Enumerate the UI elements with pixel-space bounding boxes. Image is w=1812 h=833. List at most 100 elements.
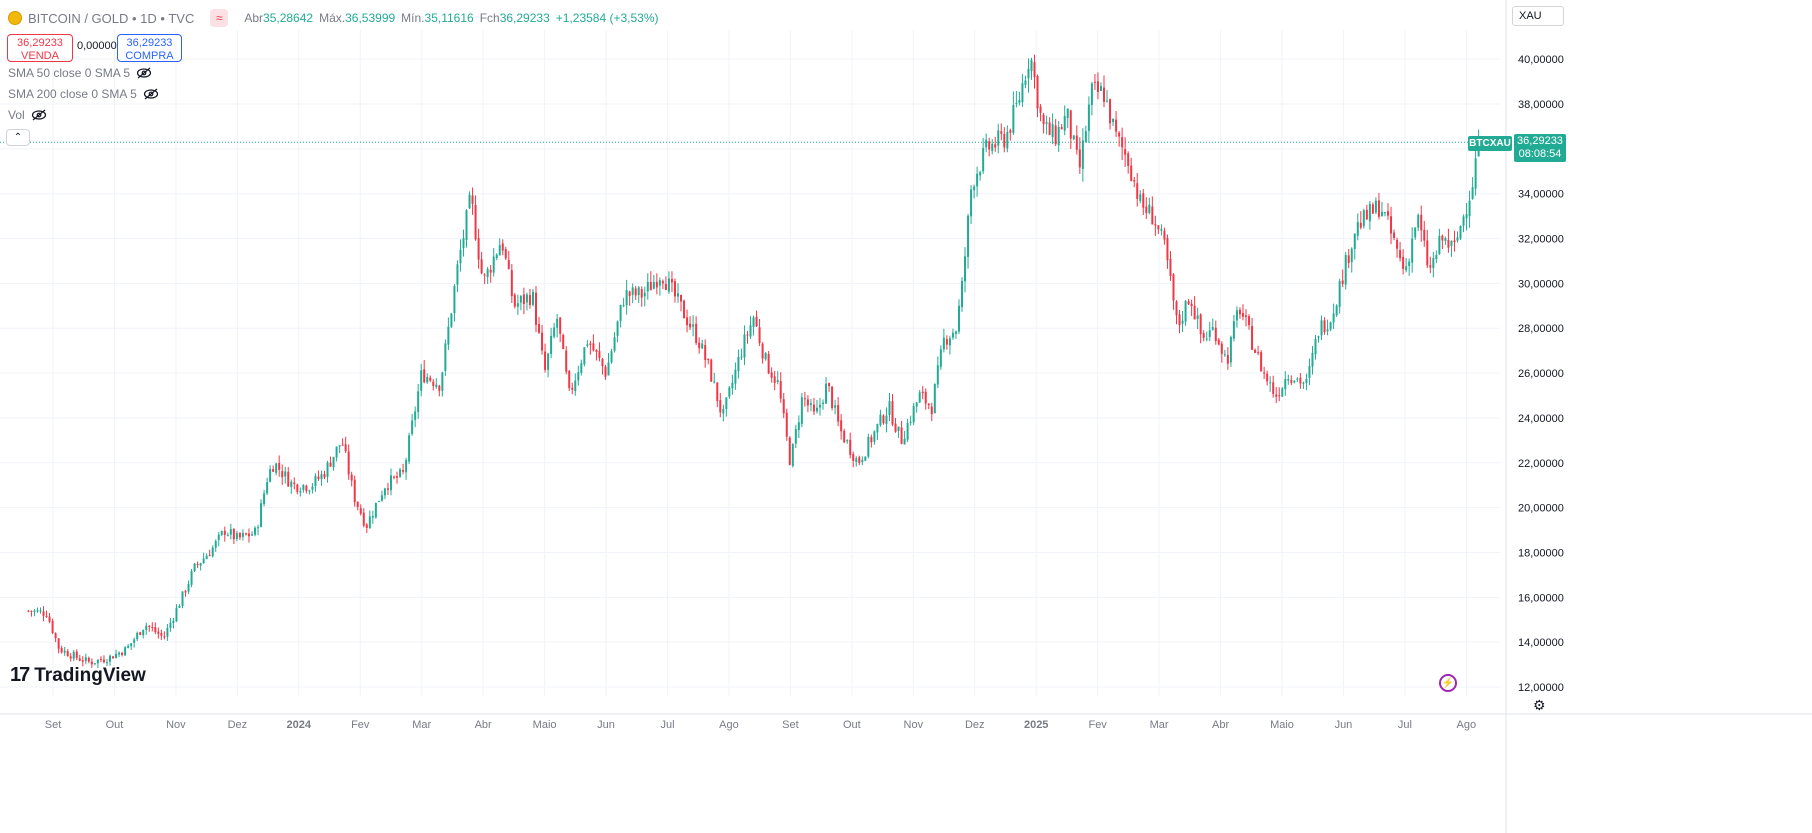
candle[interactable] [664,276,667,291]
candle[interactable] [281,464,284,485]
candle[interactable] [1175,300,1178,325]
candle[interactable] [1432,251,1435,278]
candle[interactable] [290,479,293,495]
candle[interactable] [1284,371,1287,396]
candle[interactable] [489,264,492,283]
candle[interactable] [1368,200,1371,230]
candle[interactable] [308,489,311,495]
candle[interactable] [553,322,556,339]
candle[interactable] [891,394,894,427]
candle[interactable] [1293,380,1296,384]
candle[interactable] [220,530,223,537]
candle[interactable] [48,613,51,624]
indicator-vol[interactable]: Vol [8,108,47,122]
candle[interactable] [743,325,746,366]
candle[interactable] [1350,247,1353,273]
candle[interactable] [698,337,701,354]
candle[interactable] [269,465,272,483]
candle[interactable] [776,371,779,385]
candle[interactable] [323,470,326,480]
candle[interactable] [528,288,531,309]
candle[interactable] [1435,250,1438,264]
candle[interactable] [1450,240,1453,257]
candle[interactable] [108,654,111,666]
candle[interactable] [90,658,93,668]
candle[interactable] [435,378,438,389]
candle[interactable] [447,317,450,351]
candle[interactable] [806,395,809,413]
candle[interactable] [577,365,580,386]
candle[interactable] [365,522,368,533]
candle[interactable] [175,604,178,623]
candle[interactable] [105,658,108,667]
candle[interactable] [652,274,655,290]
candle[interactable] [214,539,217,552]
candle[interactable] [1012,91,1015,136]
candle[interactable] [377,500,380,502]
candle[interactable] [541,324,544,355]
candle[interactable] [973,184,976,199]
candle[interactable] [562,333,565,350]
candle[interactable] [93,663,96,666]
candle[interactable] [767,351,770,375]
candle[interactable] [438,384,441,397]
candle[interactable] [1335,304,1338,317]
candle[interactable] [1341,269,1344,288]
candle[interactable] [1332,303,1335,329]
candle[interactable] [344,436,347,454]
candle[interactable] [680,294,683,312]
candle[interactable] [531,288,534,307]
candle[interactable] [199,562,202,571]
candle[interactable] [876,423,879,441]
candle[interactable] [1208,321,1211,342]
candle[interactable] [402,463,405,475]
candle[interactable] [1441,234,1444,250]
candle[interactable] [1118,131,1121,147]
candle[interactable] [643,286,646,307]
candle[interactable] [667,271,670,294]
candle[interactable] [27,610,30,613]
candle[interactable] [936,356,939,389]
candle[interactable] [970,184,973,224]
candle[interactable] [1266,370,1269,386]
candle[interactable] [997,123,1000,154]
candle[interactable] [1359,211,1362,230]
candle[interactable] [855,456,858,467]
candle[interactable] [169,617,172,632]
candle[interactable] [734,362,737,390]
candle[interactable] [420,363,423,397]
candle[interactable] [498,238,501,256]
candle[interactable] [661,279,664,290]
candle[interactable] [637,285,640,304]
candle[interactable] [417,384,420,419]
candle[interactable] [389,468,392,496]
candle[interactable] [927,402,930,410]
candle[interactable] [849,432,852,459]
settings-gear-icon[interactable]: ⚙ [1533,697,1546,713]
candle[interactable] [36,607,39,613]
candle[interactable] [1106,89,1109,103]
candle[interactable] [809,398,812,412]
candle[interactable] [522,287,525,315]
candle[interactable] [840,414,843,440]
candle[interactable] [299,487,302,497]
indicator-sma50[interactable]: SMA 50 close 0 SMA 5 [8,66,152,80]
candle[interactable] [1281,387,1284,398]
candle[interactable] [1214,320,1217,345]
candle[interactable] [1006,125,1009,153]
candle[interactable] [749,316,752,339]
candle[interactable] [1060,124,1063,130]
candle[interactable] [967,213,970,269]
candle[interactable] [359,504,362,516]
time-axis[interactable]: Set Out Nov Dez 2024 Fev Mar Abr Maio Jun Jul Ago Se… [45,719,1476,731]
candle[interactable] [1462,214,1465,233]
candle[interactable] [994,136,997,152]
candle[interactable] [468,191,471,210]
buy-button[interactable]: 36,29233 COMPRA [117,34,182,62]
candle[interactable] [148,625,151,632]
currency-selector[interactable]: XAU [1512,6,1564,26]
candle[interactable] [1347,249,1350,269]
candle[interactable] [755,310,758,328]
candle[interactable] [217,532,220,547]
candle[interactable] [254,526,257,537]
